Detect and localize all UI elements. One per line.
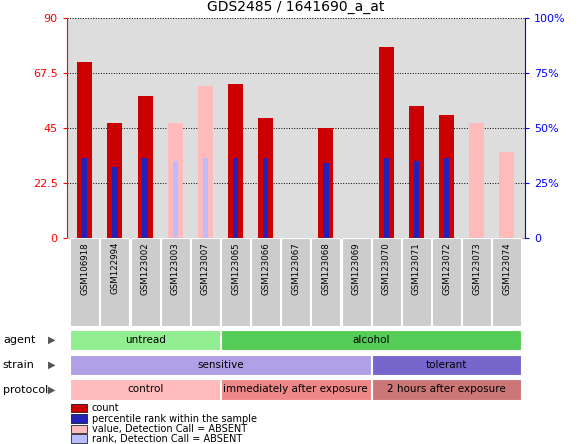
Bar: [258, 118, 273, 238]
Bar: [414, 161, 419, 238]
Text: tolerant: tolerant: [426, 360, 467, 369]
Text: ▶: ▶: [49, 385, 56, 395]
Text: 2 hours after exposure: 2 hours after exposure: [387, 385, 506, 394]
Text: count: count: [92, 403, 119, 413]
Bar: [71, 434, 88, 443]
Text: sensitive: sensitive: [197, 360, 244, 369]
Bar: [439, 115, 454, 238]
Bar: [379, 47, 394, 238]
Bar: [323, 163, 329, 238]
Bar: [342, 238, 371, 326]
Text: agent: agent: [3, 335, 35, 345]
Bar: [107, 123, 122, 238]
Bar: [409, 106, 424, 238]
Bar: [77, 62, 92, 238]
Bar: [281, 238, 310, 326]
Text: immediately after exposure: immediately after exposure: [223, 385, 368, 394]
Bar: [492, 238, 521, 326]
Bar: [372, 238, 401, 326]
Bar: [71, 424, 88, 433]
Bar: [82, 159, 88, 238]
Bar: [462, 238, 491, 326]
Bar: [402, 238, 431, 326]
Bar: [202, 159, 208, 238]
Text: GSM123072: GSM123072: [442, 242, 451, 295]
Text: GSM123073: GSM123073: [472, 242, 481, 295]
Bar: [130, 238, 160, 326]
Bar: [251, 238, 280, 326]
Bar: [137, 96, 153, 238]
Text: alcohol: alcohol: [353, 335, 390, 345]
Text: untread: untread: [125, 335, 165, 345]
Text: ▶: ▶: [49, 360, 56, 370]
Bar: [100, 238, 129, 326]
Text: GSM122994: GSM122994: [110, 242, 119, 294]
Bar: [499, 152, 514, 238]
Bar: [444, 159, 450, 238]
Title: GDS2485 / 1641690_a_at: GDS2485 / 1641690_a_at: [207, 0, 385, 14]
Bar: [70, 355, 371, 375]
Bar: [70, 238, 99, 326]
Text: GSM123067: GSM123067: [291, 242, 300, 295]
Text: GSM123066: GSM123066: [261, 242, 270, 295]
Bar: [71, 404, 88, 412]
Bar: [142, 159, 148, 238]
Text: GSM123071: GSM123071: [412, 242, 421, 295]
Bar: [70, 380, 220, 400]
Bar: [311, 238, 340, 326]
Bar: [383, 159, 389, 238]
Bar: [221, 380, 371, 400]
Bar: [228, 84, 243, 238]
Bar: [70, 330, 220, 350]
Bar: [191, 238, 220, 326]
Text: protocol: protocol: [3, 385, 48, 395]
Text: strain: strain: [3, 360, 35, 370]
Text: GSM123003: GSM123003: [171, 242, 180, 295]
Bar: [168, 123, 183, 238]
Bar: [71, 414, 88, 423]
Text: GSM123070: GSM123070: [382, 242, 391, 295]
Text: GSM123068: GSM123068: [321, 242, 331, 295]
Text: GSM123002: GSM123002: [140, 242, 150, 295]
Text: GSM106918: GSM106918: [80, 242, 89, 295]
Text: GSM123065: GSM123065: [231, 242, 240, 295]
Bar: [233, 159, 238, 238]
Bar: [372, 380, 521, 400]
Text: ▶: ▶: [49, 335, 56, 345]
Bar: [172, 161, 178, 238]
Text: control: control: [127, 385, 163, 394]
Bar: [221, 330, 521, 350]
Text: percentile rank within the sample: percentile rank within the sample: [92, 413, 257, 424]
Text: value, Detection Call = ABSENT: value, Detection Call = ABSENT: [92, 424, 247, 434]
Bar: [469, 123, 484, 238]
Bar: [318, 128, 333, 238]
Text: rank, Detection Call = ABSENT: rank, Detection Call = ABSENT: [92, 434, 242, 444]
Bar: [263, 159, 269, 238]
Bar: [112, 167, 118, 238]
Bar: [432, 238, 461, 326]
Text: GSM123007: GSM123007: [201, 242, 210, 295]
Text: GSM123069: GSM123069: [351, 242, 361, 295]
Bar: [198, 86, 213, 238]
Bar: [221, 238, 250, 326]
Bar: [161, 238, 190, 326]
Text: GSM123074: GSM123074: [502, 242, 512, 295]
Bar: [372, 355, 521, 375]
